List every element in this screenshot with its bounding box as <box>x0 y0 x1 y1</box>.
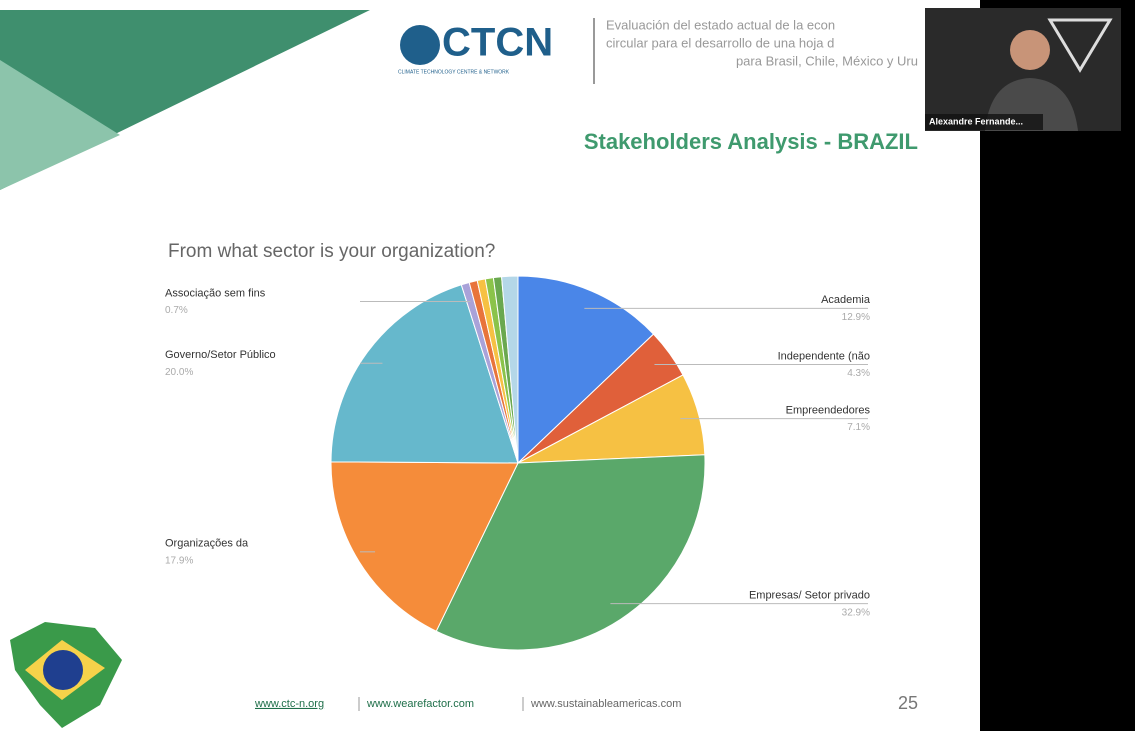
video-tile <box>925 8 1121 131</box>
logo: CTCN <box>442 21 553 65</box>
logo-subtitle: CLIMATE TECHNOLOGY CENTRE & NETWORK <box>398 69 510 75</box>
slice-value-label: 4.3% <box>847 368 870 379</box>
chart-title: From what sector is your organization? <box>168 241 495 262</box>
header-line: para Brasil, Chile, México y Uru <box>736 53 918 68</box>
footer-link[interactable]: www.ctc-n.org <box>254 698 324 710</box>
slice-label: Organizações da <box>165 538 249 550</box>
pie-slice <box>501 275 519 464</box>
footer-link[interactable]: www.wearefactor.com <box>366 698 474 710</box>
pie-slice <box>435 454 706 651</box>
page-number: 25 <box>898 693 918 713</box>
slice-label: Empresas/ Setor privado <box>749 590 870 602</box>
slide-title: Stakeholders Analysis - BRAZIL <box>584 129 918 154</box>
slice-value-label: 32.9% <box>842 607 870 618</box>
pie-slice <box>517 275 655 465</box>
pie-slice <box>330 284 519 464</box>
slice-value-label: 20.0% <box>165 367 193 378</box>
slice-label: Independente (não <box>778 350 870 362</box>
slice-label: Associação sem fins <box>165 287 266 299</box>
slice-label: Academia <box>821 294 871 306</box>
header-line: Evaluación del estado actual de la econ <box>606 17 835 32</box>
slice-value-label: 0.7% <box>165 305 188 316</box>
slice-label: Governo/Setor Público <box>165 349 276 361</box>
pie-slice <box>330 461 519 632</box>
slice-value-label: 7.1% <box>847 422 870 433</box>
logo-icon <box>400 25 440 65</box>
footer-link[interactable]: www.sustainableamericas.com <box>530 698 681 710</box>
slice-value-label: 12.9% <box>842 312 870 323</box>
participant-name: Alexandre Fernande... <box>929 116 1023 126</box>
brazil-flag <box>10 622 122 728</box>
slice-value-label: 17.9% <box>165 555 193 566</box>
slide-decoration <box>0 60 120 190</box>
header-line: circular para el desarrollo de una hoja … <box>606 35 834 50</box>
slice-label: Empreendedores <box>786 404 871 416</box>
